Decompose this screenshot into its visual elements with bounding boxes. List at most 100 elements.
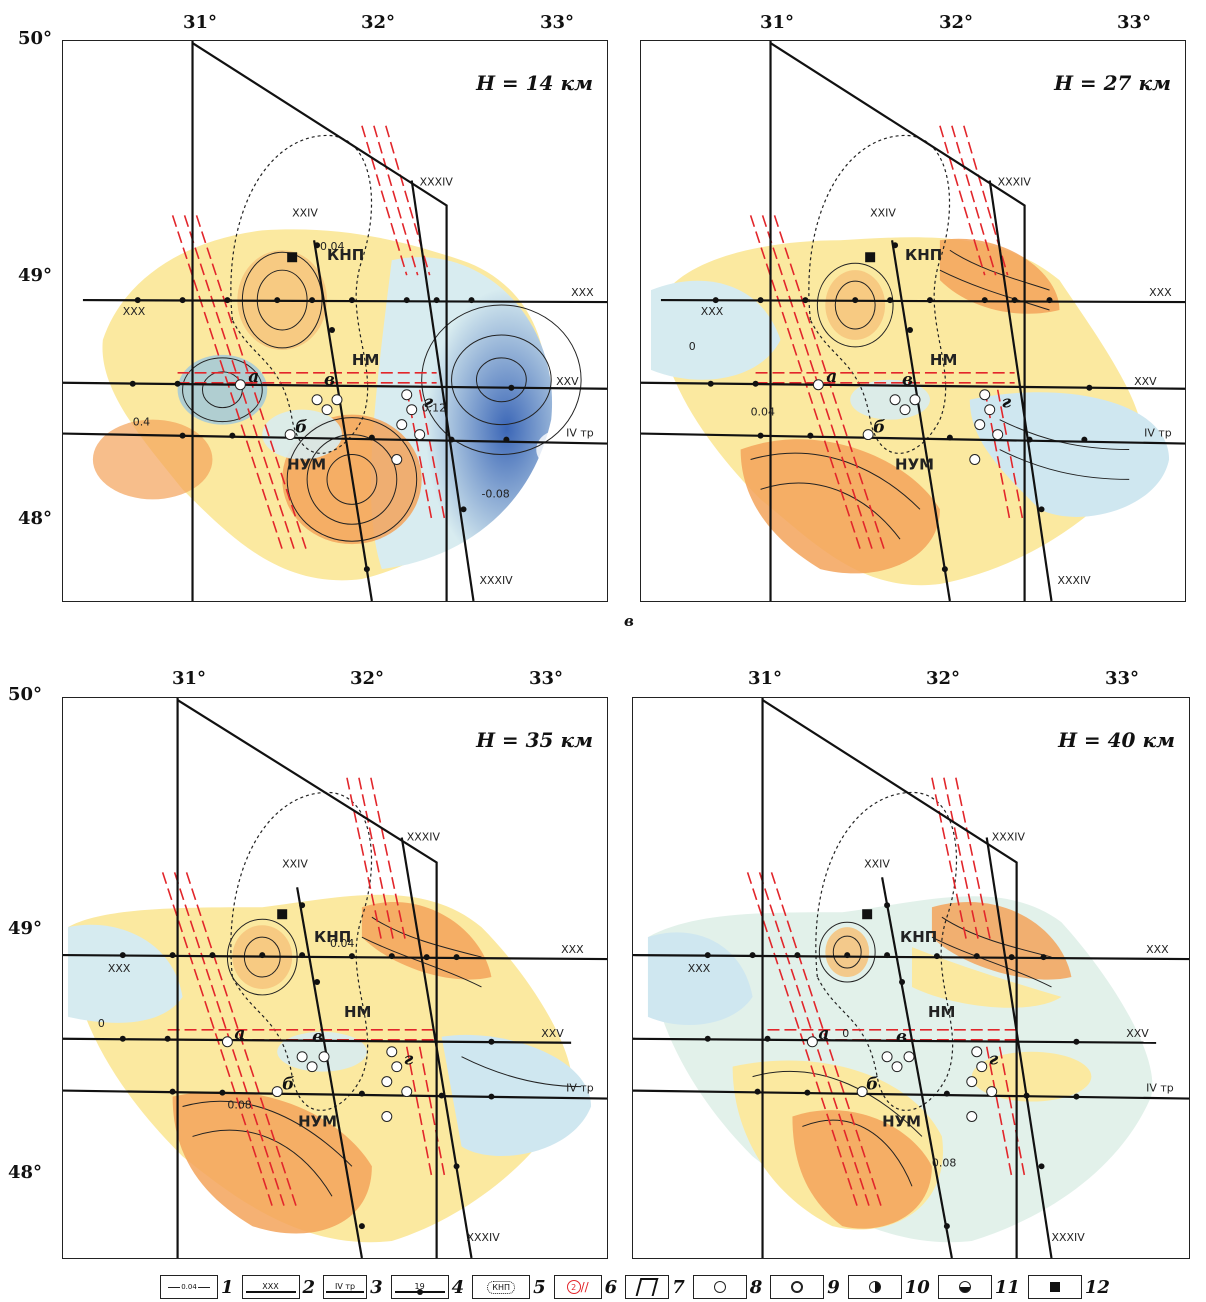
point-letter: а xyxy=(248,366,259,386)
map-canvas: XXX XXX XXV IV тр XXIV XXXIV XXXIV КНП Н… xyxy=(633,698,1189,1258)
zone-label: КНП xyxy=(900,928,937,946)
legend-item: 19 4 xyxy=(390,1275,469,1299)
longitude-label: 31° xyxy=(760,12,795,33)
latitude-label: 49° xyxy=(18,265,53,286)
profile-label: XXX xyxy=(688,962,711,975)
profile-label: XXX xyxy=(1149,286,1172,299)
profile-label: XXX xyxy=(123,305,146,318)
profile-label: XXV xyxy=(1134,375,1157,388)
point-letter: в xyxy=(896,1026,907,1046)
profile-label: XXV xyxy=(1126,1027,1149,1040)
zone-label: КНП xyxy=(314,928,351,946)
profile-label: XXXIV xyxy=(992,830,1026,843)
profile-label: XXXIV xyxy=(1057,574,1091,587)
legend-item: 7 xyxy=(625,1275,689,1299)
depth-label: H = 40 км xyxy=(1058,728,1175,752)
longitude-label: 33° xyxy=(1117,12,1152,33)
legend-item: 10 xyxy=(847,1275,934,1299)
profile-label: XXX xyxy=(571,286,594,299)
zone-label: НМ xyxy=(352,351,379,369)
zone-label: НУМ xyxy=(287,455,326,473)
legend-item: 11 xyxy=(937,1275,1024,1299)
point-letter: г xyxy=(1002,392,1012,412)
half-circle-right-icon xyxy=(847,1275,902,1299)
contour-label: -0.08 xyxy=(481,487,509,500)
zone-label: НМ xyxy=(928,1003,955,1021)
latitude-label: 48° xyxy=(18,508,53,529)
map-panel-h40: XXX XXX XXV IV тр XXIV XXXIV XXXIV КНП Н… xyxy=(632,697,1190,1259)
point-letter: б xyxy=(873,417,885,437)
legend: 0.04 1 XXX 2 IV тр 3 19 4 КНП 5 2// 6 7 … xyxy=(160,1273,1114,1301)
contour-label: 0 xyxy=(689,340,696,353)
profile-label: XXX xyxy=(561,943,584,956)
contour-label: 0.12 xyxy=(422,402,446,415)
zone-label: КНП xyxy=(905,246,942,264)
longitude-label: 33° xyxy=(1105,668,1140,689)
profile-label: XXV xyxy=(556,375,579,388)
point-letter: в xyxy=(312,1026,323,1046)
latitude-label: 50° xyxy=(8,684,43,705)
legend-item: 8 xyxy=(692,1275,767,1299)
legend-item: 12 xyxy=(1027,1275,1114,1299)
longitude-label: 32° xyxy=(350,668,385,689)
longitude-label: 33° xyxy=(540,12,575,33)
contour-label: 0 xyxy=(842,1027,849,1040)
map-canvas: XXX XXX XXV IV тр XXIV XXXIV XXXIV КНП Н… xyxy=(641,41,1185,601)
contour-label: 0.4 xyxy=(133,416,150,429)
profile-label: XXV xyxy=(541,1027,564,1040)
zone-label: НМ xyxy=(930,351,957,369)
point-letter: в xyxy=(902,369,913,389)
contour-label: 0.04 xyxy=(751,406,775,419)
dotted-outline-icon: КНП xyxy=(472,1275,531,1299)
profile-label: IV тр xyxy=(1146,1082,1174,1095)
zone-label: НУМ xyxy=(895,455,934,473)
profile-label: IV тр xyxy=(566,1082,594,1095)
contour-label: 0 xyxy=(98,1017,105,1030)
longitude-label: 33° xyxy=(529,668,564,689)
depth-label: H = 14 км xyxy=(476,71,593,95)
profile-line-icon: XXX xyxy=(241,1275,300,1299)
latitude-label: 49° xyxy=(8,918,43,939)
profile-label: XXXIV xyxy=(479,574,513,587)
profile-label: XXX xyxy=(1146,943,1169,956)
latitude-label: 48° xyxy=(8,1162,43,1183)
map-panel-h35: XXX XXX XXV IV тр XXIV XXXIV XXXIV КНП Н… xyxy=(62,697,608,1259)
point-letter: г xyxy=(404,1049,414,1069)
profile-label: XXX xyxy=(108,962,131,975)
profile-label: XXXIV xyxy=(998,175,1032,188)
profile-label: IV тр xyxy=(566,427,594,440)
latitude-label: 50° xyxy=(18,28,53,49)
black-square-icon xyxy=(1027,1275,1082,1299)
longitude-label: 31° xyxy=(183,12,218,33)
zone-label: НУМ xyxy=(298,1112,337,1130)
map-panel-h27: XXX XXX XXV IV тр XXIV XXXIV XXXIV КНП Н… xyxy=(640,40,1186,602)
profile-label: XXXIV xyxy=(420,175,454,188)
profile-label: XXXIV xyxy=(467,1231,501,1244)
profile-label: XXIV xyxy=(864,857,890,870)
map-canvas: XXX XXX XXV IV тр XXIV XXXIV XXXIV КНП Н… xyxy=(63,698,607,1258)
legend-item: 2// 6 xyxy=(553,1275,622,1299)
profile-label: XXIV xyxy=(870,206,896,219)
open-circle-icon xyxy=(692,1275,747,1299)
longitude-label: 32° xyxy=(926,668,961,689)
profile-label: IV тр xyxy=(1144,427,1172,440)
point-letter: а xyxy=(234,1023,245,1043)
contour-label: 0.04 xyxy=(320,240,344,253)
half-circle-bottom-icon xyxy=(937,1275,992,1299)
longitude-label: 32° xyxy=(361,12,396,33)
map-panel-h14: XXX XXX XXV IV тр XXIV XXXIV XXXIV КНП Н… xyxy=(62,40,608,602)
point-letter: б xyxy=(866,1074,878,1094)
longitude-label: 31° xyxy=(172,668,207,689)
depth-label: H = 27 км xyxy=(1054,71,1171,95)
block-boundary-icon xyxy=(625,1275,670,1299)
profile-label: XXIV xyxy=(292,206,318,219)
legend-item: КНП 5 xyxy=(472,1275,550,1299)
ring-circle-icon xyxy=(770,1275,825,1299)
contour-label: 0.08 xyxy=(932,1156,956,1169)
zone-label: КНП xyxy=(327,246,364,264)
profile-label: XXXIV xyxy=(1051,1231,1085,1244)
depth-label: H = 35 км xyxy=(476,728,593,752)
red-fault-zone-icon: 2// xyxy=(553,1275,602,1299)
profile-line-icon: IV тр xyxy=(323,1275,368,1299)
contour-label: 0.04 xyxy=(330,937,354,950)
